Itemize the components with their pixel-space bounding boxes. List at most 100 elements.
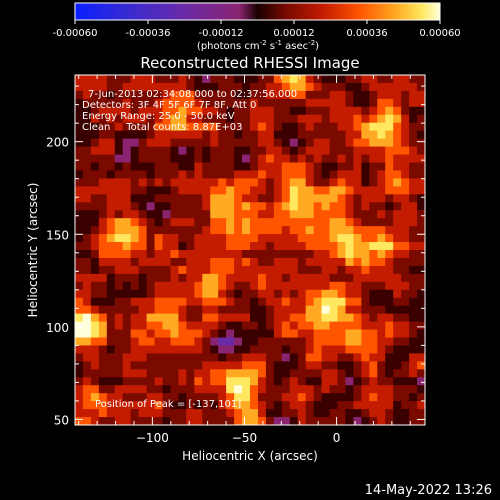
heatmap-cell [234, 90, 243, 100]
heatmap-cell [265, 186, 275, 195]
heatmap-cell [82, 162, 92, 172]
heatmap-cell [75, 321, 84, 331]
heatmap-cell [90, 242, 100, 251]
heatmap-cell [385, 90, 394, 100]
heatmap-cell [106, 417, 116, 425]
heatmap-cell [265, 210, 275, 219]
heatmap-cell [234, 337, 243, 347]
heatmap-cell [377, 297, 386, 307]
heatmap-cell [122, 321, 132, 331]
heatmap-cell [250, 178, 259, 187]
heatmap-cell [210, 75, 219, 84]
heatmap-cell [122, 265, 132, 275]
heatmap-cell [194, 98, 203, 108]
heatmap-cell [170, 75, 180, 84]
heatmap-cell [90, 385, 100, 394]
heatmap-cell [122, 401, 132, 410]
heatmap-cell [273, 154, 283, 164]
heatmap-cell [162, 281, 172, 291]
heatmap-cell [265, 90, 275, 100]
heatmap-cell [90, 369, 100, 378]
heatmap-cell [401, 122, 410, 132]
heatmap-cell [417, 289, 425, 299]
heatmap-cell [313, 345, 323, 355]
heatmap-cell [385, 98, 394, 108]
heatmap-cell [106, 313, 116, 323]
heatmap-cell [393, 178, 402, 187]
heatmap-cell [170, 361, 180, 370]
heatmap-cell [313, 154, 323, 164]
heatmap-cell [273, 130, 283, 140]
heatmap-cell [130, 329, 140, 339]
heatmap-cell [281, 122, 291, 132]
heatmap-cell [170, 106, 180, 116]
heatmap-cell [369, 146, 378, 156]
heatmap-cell [242, 218, 251, 227]
heatmap-cell [353, 186, 362, 195]
heatmap-cell [265, 377, 275, 386]
heatmap-cell [345, 393, 355, 402]
heatmap-cell [202, 226, 211, 235]
heatmap-cell [321, 353, 331, 362]
heatmap-cell [385, 337, 394, 347]
heatmap-cell [82, 257, 92, 267]
heatmap-cell [393, 313, 402, 323]
heatmap-cell [321, 257, 331, 267]
heatmap-cell [257, 345, 267, 355]
heatmap-cell [138, 146, 148, 156]
heatmap-cell [146, 257, 156, 267]
heatmap-cell [377, 186, 386, 195]
heatmap-cell [377, 178, 386, 187]
heatmap-cell [353, 345, 362, 355]
heatmap-cell [122, 194, 132, 203]
heatmap-cell [242, 377, 251, 386]
heatmap-cell [130, 337, 140, 347]
heatmap-cell [106, 194, 116, 203]
heatmap-cell [98, 401, 108, 410]
heatmap-cell [250, 353, 259, 362]
heatmap-cell [353, 281, 362, 291]
heatmap-cell [297, 369, 307, 378]
heatmap-cell [146, 305, 156, 315]
heatmap-cell [242, 345, 251, 355]
heatmap-cell [361, 377, 370, 386]
heatmap-cell [186, 377, 195, 386]
heatmap-cell [218, 114, 227, 124]
heatmap-cell [226, 385, 235, 394]
heatmap-cell [401, 170, 410, 180]
heatmap-cell [337, 385, 347, 394]
heatmap-cell [393, 106, 402, 116]
heatmap-cell [218, 361, 227, 370]
heatmap-cell [353, 138, 362, 148]
heatmap-cell [273, 393, 283, 402]
heatmap-cell [75, 178, 84, 187]
heatmap-cell [106, 257, 116, 267]
heatmap-cell [218, 265, 227, 275]
heatmap-cell [393, 186, 402, 195]
heatmap-cell [297, 377, 307, 386]
heatmap-cell [186, 226, 195, 235]
heatmap-cell [138, 154, 148, 164]
heatmap-cell [194, 170, 203, 180]
heatmap-cell [281, 98, 291, 108]
heatmap-cell [385, 178, 394, 187]
heatmap-cell [265, 226, 275, 235]
heatmap-cell [401, 138, 410, 148]
heatmap-cell [281, 393, 291, 402]
heatmap-cell [202, 377, 211, 386]
heatmap-cell [409, 417, 418, 425]
heatmap-cell [170, 345, 180, 355]
heatmap-cell [337, 250, 347, 259]
heatmap-cell [186, 265, 195, 275]
heatmap-cell [369, 297, 378, 307]
heatmap-cell [242, 289, 251, 299]
heatmap-cell [154, 250, 164, 259]
heatmap-cell [345, 218, 355, 227]
heatmap-cell [98, 369, 108, 378]
heatmap-cell [369, 409, 378, 418]
heatmap-cell [305, 186, 315, 195]
heatmap-cell [186, 273, 195, 283]
heatmap-cell [218, 417, 227, 425]
heatmap-cell [313, 75, 323, 84]
heatmap-cell [106, 226, 116, 235]
